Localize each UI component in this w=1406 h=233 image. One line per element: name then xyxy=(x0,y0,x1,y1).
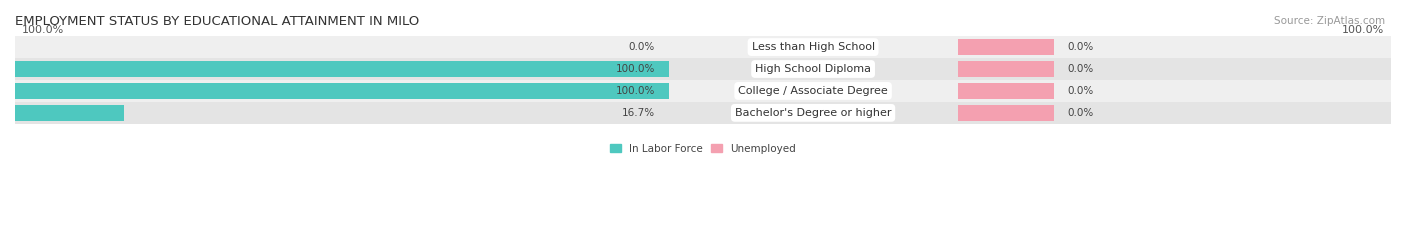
Bar xyxy=(957,83,1054,99)
Text: 0.0%: 0.0% xyxy=(1067,64,1094,74)
Text: Less than High School: Less than High School xyxy=(752,42,875,52)
Text: 100.0%: 100.0% xyxy=(22,25,65,35)
Text: College / Associate Degree: College / Associate Degree xyxy=(738,86,889,96)
Bar xyxy=(15,61,669,77)
Bar xyxy=(957,105,1054,121)
Text: 100.0%: 100.0% xyxy=(1341,25,1384,35)
Bar xyxy=(957,39,1054,55)
Bar xyxy=(957,61,1054,77)
Text: 0.0%: 0.0% xyxy=(1067,42,1094,52)
Legend: In Labor Force, Unemployed: In Labor Force, Unemployed xyxy=(606,140,800,158)
Text: 0.0%: 0.0% xyxy=(1067,86,1094,96)
Text: EMPLOYMENT STATUS BY EDUCATIONAL ATTAINMENT IN MILO: EMPLOYMENT STATUS BY EDUCATIONAL ATTAINM… xyxy=(15,15,419,28)
Bar xyxy=(15,102,1391,124)
Bar xyxy=(15,83,669,99)
Text: 16.7%: 16.7% xyxy=(621,108,655,118)
Text: Bachelor's Degree or higher: Bachelor's Degree or higher xyxy=(735,108,891,118)
Text: Source: ZipAtlas.com: Source: ZipAtlas.com xyxy=(1274,16,1385,26)
Text: 0.0%: 0.0% xyxy=(628,42,655,52)
Bar xyxy=(15,80,1391,102)
Text: 100.0%: 100.0% xyxy=(616,86,655,96)
Bar xyxy=(15,105,124,121)
Bar xyxy=(15,36,1391,58)
Text: 0.0%: 0.0% xyxy=(1067,108,1094,118)
Bar xyxy=(15,58,1391,80)
Text: High School Diploma: High School Diploma xyxy=(755,64,872,74)
Text: 100.0%: 100.0% xyxy=(616,64,655,74)
